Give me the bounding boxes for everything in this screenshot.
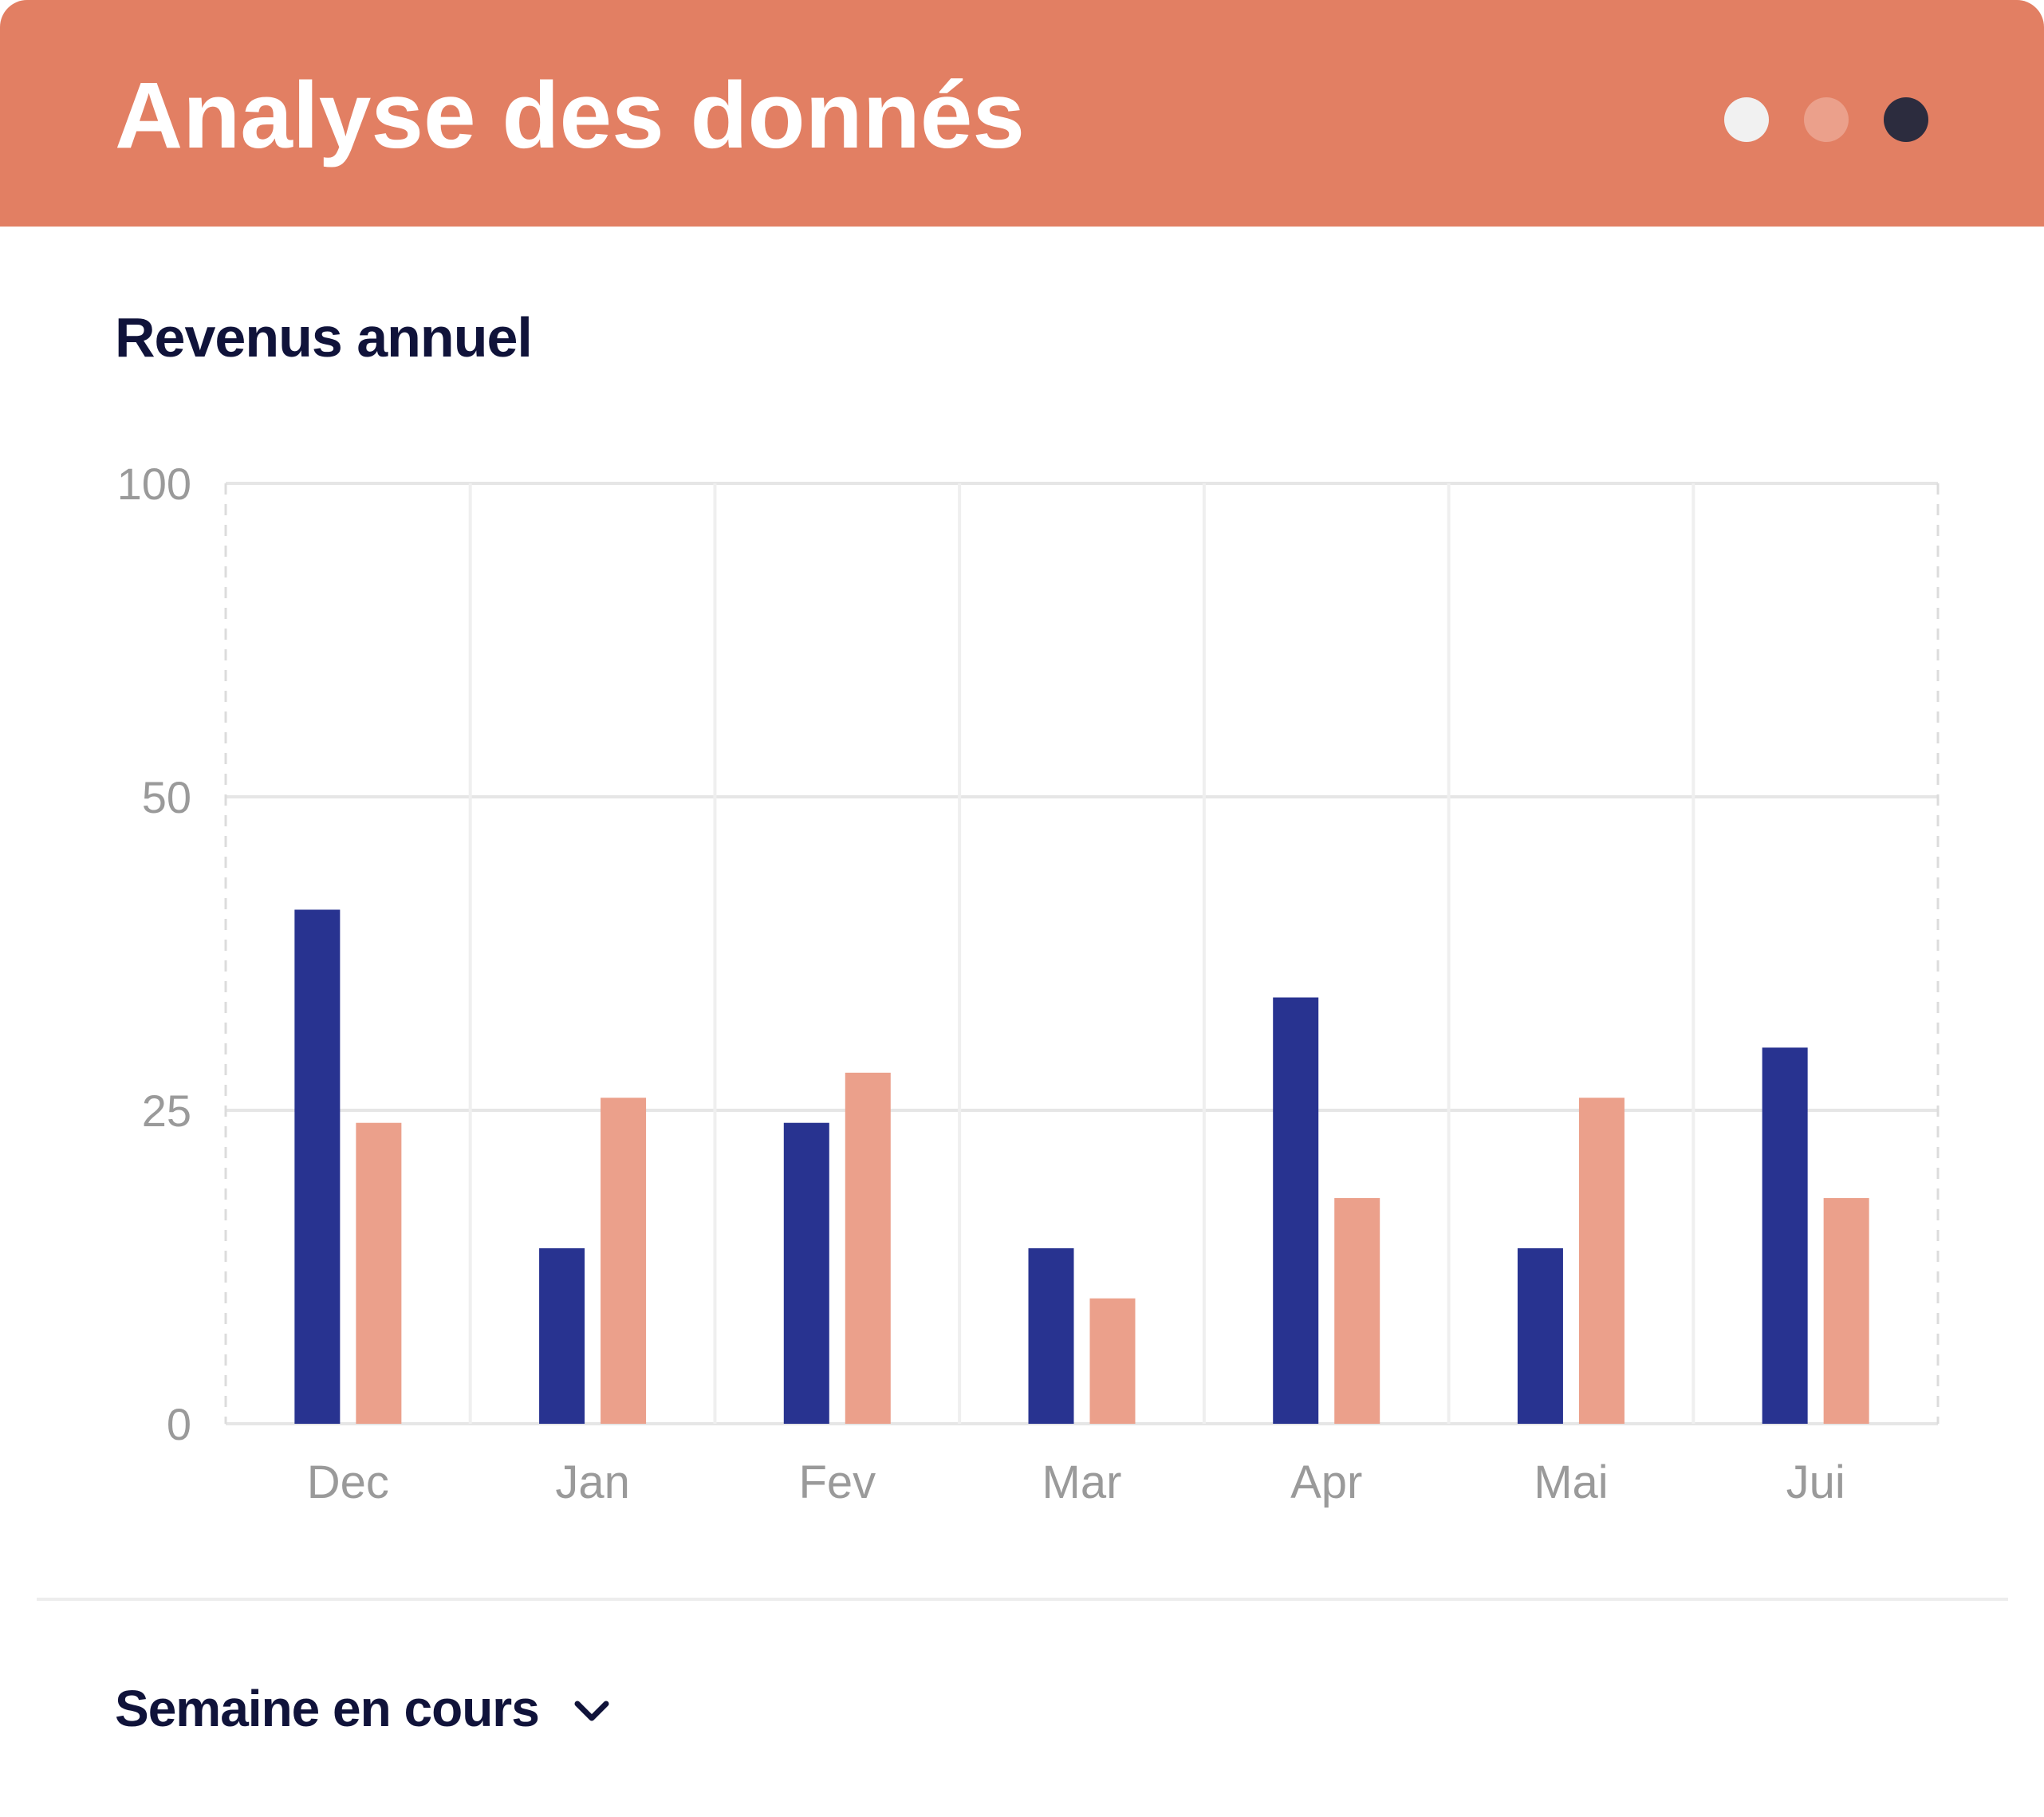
bar bbox=[845, 1072, 891, 1424]
y-tick-label: 0 bbox=[167, 1399, 191, 1449]
bar bbox=[539, 1247, 585, 1424]
y-tick-label: 25 bbox=[142, 1086, 191, 1136]
bar bbox=[1517, 1247, 1563, 1424]
bar bbox=[1273, 997, 1319, 1424]
y-tick-label: 100 bbox=[117, 459, 191, 509]
dot-peach[interactable] bbox=[1804, 97, 1849, 142]
bar bbox=[1823, 1198, 1869, 1424]
bar bbox=[356, 1122, 402, 1424]
x-tick-label: Mar bbox=[1042, 1456, 1122, 1508]
revenue-bar-chart: 0 25 50 100 Dec Jan Fev Mar Apr Mai Jui bbox=[117, 459, 1940, 1508]
x-tick-label: Dec bbox=[307, 1456, 389, 1508]
x-tick-label: Mai bbox=[1534, 1456, 1608, 1508]
bar bbox=[1578, 1098, 1625, 1424]
chart-title: Revenus annuel bbox=[115, 306, 533, 369]
footer-divider bbox=[37, 1598, 2008, 1601]
bar bbox=[601, 1098, 647, 1424]
dot-dark[interactable] bbox=[1884, 97, 1928, 142]
y-tick-label: 50 bbox=[142, 772, 191, 822]
x-tick-label: Jan bbox=[555, 1456, 630, 1508]
bar bbox=[294, 909, 341, 1424]
bar bbox=[1089, 1298, 1136, 1424]
bar bbox=[1334, 1198, 1380, 1424]
x-tick-label: Apr bbox=[1290, 1456, 1362, 1508]
bar bbox=[1028, 1247, 1074, 1424]
period-dropdown[interactable]: Semaine en cours bbox=[115, 1683, 609, 1734]
bar bbox=[1762, 1047, 1808, 1424]
x-tick-label: Fev bbox=[798, 1456, 876, 1508]
x-tick-label: Jui bbox=[1786, 1456, 1845, 1508]
bar bbox=[783, 1122, 829, 1424]
card-title: Analyse des donnés bbox=[115, 63, 1026, 168]
chevron-down-icon bbox=[574, 1701, 609, 1721]
period-label: Semaine en cours bbox=[115, 1680, 540, 1737]
dot-light[interactable] bbox=[1724, 97, 1769, 142]
card-header: Analyse des donnés bbox=[0, 0, 2044, 227]
